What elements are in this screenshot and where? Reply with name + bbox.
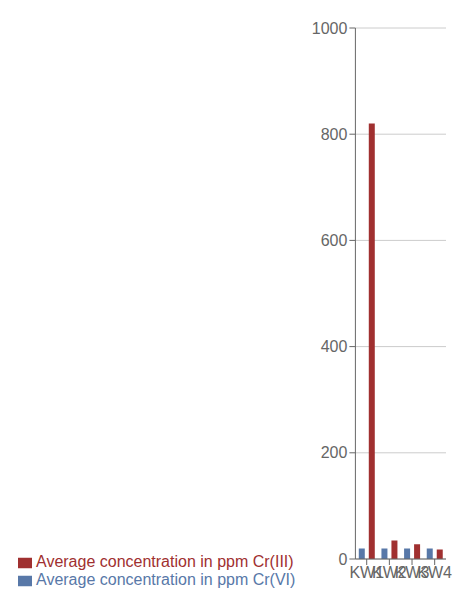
svg-text:KW4: KW4 xyxy=(417,564,452,581)
svg-text:600: 600 xyxy=(321,232,348,249)
svg-text:KW2: KW2 xyxy=(372,564,407,582)
svg-text:800: 800 xyxy=(321,126,348,143)
svg-text:0: 0 xyxy=(338,551,347,568)
html-text:Average concentration in ppm C: Average concentration in ppm Cr(III) xyxy=(36,553,294,570)
svg-text:400: 400 xyxy=(321,338,348,355)
html-text:Average concentration in ppm C: Average concentration in ppm Cr(VI) xyxy=(36,571,296,588)
svg-text:KW3: KW3 xyxy=(394,564,430,582)
svg-text:200: 200 xyxy=(321,444,348,461)
svg-text:KW1: KW1 xyxy=(349,564,385,582)
svg-text:1000: 1000 xyxy=(312,20,348,37)
